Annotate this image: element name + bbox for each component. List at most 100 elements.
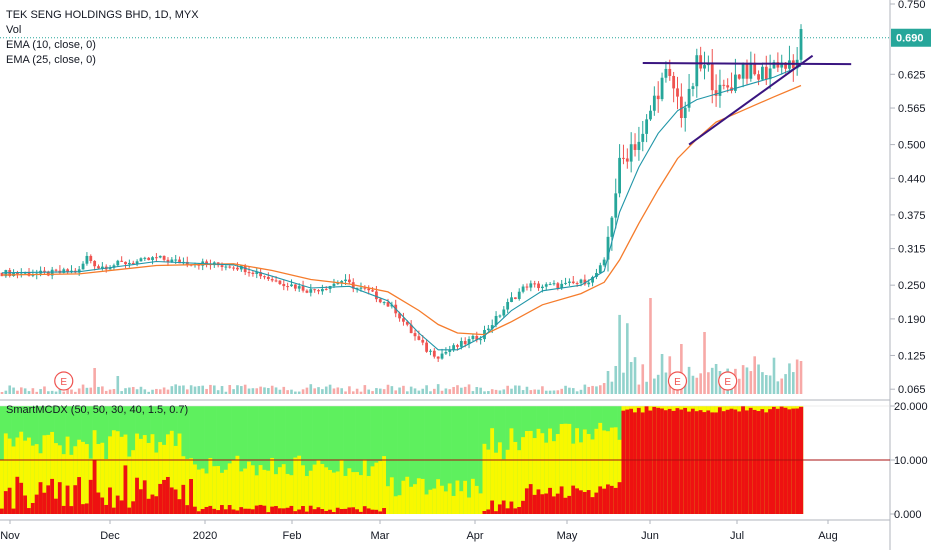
candle-body [629, 144, 633, 162]
volume-bar [421, 388, 425, 394]
volume-bar [680, 344, 683, 394]
indicator-yellow-band [289, 475, 294, 514]
indicator-yellow-band [154, 452, 159, 514]
indicator-red-band [517, 507, 522, 514]
volume-bar [89, 387, 93, 394]
candle-body [100, 266, 104, 269]
candle-body [579, 279, 583, 284]
candle-body [660, 77, 664, 100]
candle-body [436, 356, 440, 359]
indicator-red-band [297, 509, 302, 514]
indicator-yellow-band [162, 444, 167, 514]
indicator-red-band [88, 479, 93, 514]
indicator-red-band [640, 412, 645, 514]
legend-volume: Vol [6, 24, 22, 36]
candle-body [552, 283, 556, 285]
volume-bar [321, 389, 324, 394]
volume-bar [772, 357, 776, 394]
volume-bar [641, 364, 645, 394]
price-tick-label: 0.500 [898, 140, 926, 152]
indicator-yellow-band [111, 430, 117, 514]
candle-body [367, 288, 371, 291]
legend-ema25: EMA (25, close, 0) [6, 54, 96, 66]
indicator-yellow-band [609, 427, 615, 514]
candle-body [510, 297, 513, 303]
candle-body [405, 321, 409, 325]
volume-bar [745, 367, 749, 394]
candle-body [46, 271, 50, 276]
candle-body [695, 55, 699, 87]
indicator-yellow-band [424, 494, 429, 514]
indicator-yellow-band [474, 485, 479, 514]
indicator-red-band [331, 512, 337, 514]
volume-bar [784, 374, 787, 394]
indicator-yellow-band [135, 433, 140, 514]
indicator-yellow-band [401, 480, 406, 514]
candle-body [375, 291, 378, 300]
indicator-red-band [108, 487, 113, 514]
volume-bar [645, 381, 648, 394]
indicator-red-band [787, 409, 792, 514]
indicator-red-band [555, 493, 560, 514]
indicator-red-band [38, 482, 43, 514]
candle-body [780, 62, 784, 68]
volume-bar [517, 385, 521, 394]
indicator-yellow-band [127, 456, 132, 514]
candle-body [143, 257, 147, 259]
candle-body [633, 144, 637, 150]
candle-body [726, 85, 730, 88]
candle-body [340, 281, 344, 284]
candle-body [348, 279, 351, 283]
indicator-yellow-band [397, 495, 402, 514]
indicator-red-band [247, 508, 252, 514]
volume-bar [267, 388, 270, 394]
volume-bar [43, 386, 46, 394]
indicator-red-band [23, 495, 28, 514]
volume-bar [799, 361, 803, 394]
volume-bar [31, 388, 35, 394]
volume-bar [116, 376, 120, 394]
volume-bar [12, 387, 15, 394]
candle-body [301, 286, 305, 291]
volume-bar [413, 388, 417, 394]
volume-bar [301, 389, 305, 394]
indicator-yellow-band [46, 434, 51, 514]
indicator-yellow-band [382, 456, 387, 514]
candle-body [498, 315, 502, 317]
candle-body [722, 84, 726, 86]
candle-body [614, 193, 618, 218]
indicator-red-band [146, 498, 151, 514]
indicator-yellow-band [413, 484, 418, 514]
candle-body [413, 333, 417, 337]
candle-body [533, 283, 537, 285]
earnings-marker [54, 371, 74, 391]
indicator-red-band [528, 484, 533, 514]
indicator-yellow-band [486, 449, 491, 514]
candle-body [703, 65, 706, 69]
indicator-red-band [304, 511, 310, 514]
candle-body [116, 260, 120, 266]
volume-bar [243, 384, 247, 394]
indicator-yellow-band [571, 443, 576, 514]
indicator-yellow-band [227, 463, 232, 514]
indicator-yellow-band [490, 428, 495, 514]
indicator-red-band [609, 485, 615, 514]
indicator-red-band [274, 506, 279, 514]
volume-bar [448, 389, 452, 394]
candle-body [664, 68, 668, 78]
indicator-red-band [544, 493, 549, 514]
indicator-yellow-band [532, 438, 537, 514]
indicator-yellow-band [602, 430, 607, 514]
indicator-yellow-band [440, 485, 445, 514]
candle-body [282, 283, 286, 287]
volume-bar [537, 389, 540, 394]
volume-bar [490, 389, 494, 394]
indicator-yellow-band [374, 462, 379, 514]
volume-bar [626, 323, 629, 394]
candle-body [745, 64, 749, 79]
volume-bar [263, 387, 266, 394]
chart-legend: TEK SENG HOLDINGS BHD, 1D, MYX Vol EMA (… [6, 8, 199, 68]
candle-body [251, 272, 255, 274]
